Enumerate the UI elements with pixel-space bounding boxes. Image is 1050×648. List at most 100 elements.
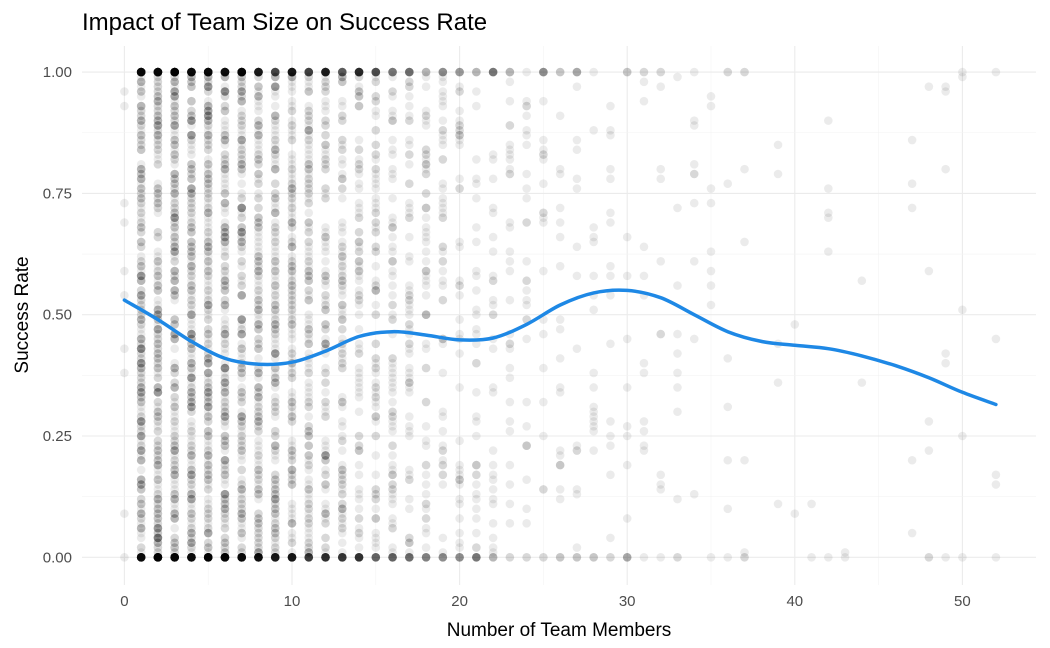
- data-point: [388, 514, 397, 523]
- data-point: [606, 553, 615, 562]
- data-point: [136, 523, 146, 533]
- data-point: [170, 441, 179, 451]
- data-point: [153, 72, 163, 82]
- data-point: [354, 145, 364, 155]
- data-point: [170, 553, 179, 562]
- data-point: [203, 368, 213, 378]
- data-point: [170, 402, 179, 412]
- data-point: [170, 470, 179, 480]
- data-point: [136, 164, 146, 174]
- y-tick-label: 1.00: [43, 64, 72, 81]
- data-point: [187, 553, 196, 562]
- data-point: [153, 519, 163, 528]
- data-point: [170, 553, 179, 562]
- data-point: [153, 388, 163, 397]
- data-point: [136, 276, 146, 286]
- data-point: [187, 470, 196, 480]
- data-point: [639, 368, 649, 378]
- data-point: [354, 324, 364, 334]
- data-point: [187, 67, 196, 77]
- data-point: [153, 533, 163, 543]
- data-point: [170, 436, 179, 446]
- data-point: [170, 140, 179, 150]
- data-point: [136, 553, 146, 562]
- data-point: [153, 266, 163, 276]
- data-point: [203, 339, 213, 349]
- data-point: [388, 67, 397, 77]
- data-point: [472, 286, 481, 295]
- data-point: [203, 354, 213, 363]
- data-point: [622, 67, 632, 77]
- data-point: [170, 320, 179, 329]
- data-point: [170, 286, 179, 295]
- data-point: [354, 368, 364, 378]
- data-point: [187, 276, 196, 286]
- data-point: [170, 67, 179, 77]
- data-point: [254, 485, 263, 494]
- data-point: [203, 82, 213, 91]
- data-point: [187, 261, 196, 271]
- data-point: [287, 155, 297, 164]
- data-point: [589, 426, 598, 436]
- data-point: [170, 213, 179, 222]
- data-point: [153, 261, 163, 271]
- data-point: [170, 77, 179, 87]
- data-point: [170, 72, 179, 82]
- data-point: [220, 92, 230, 101]
- data-point: [170, 223, 179, 232]
- data-point: [153, 504, 163, 514]
- data-point: [187, 300, 196, 310]
- data-point: [673, 368, 682, 378]
- data-point: [136, 485, 146, 494]
- data-point: [136, 553, 146, 562]
- data-point: [170, 553, 179, 562]
- data-point: [187, 407, 196, 417]
- data-point: [136, 295, 146, 305]
- data-point: [187, 111, 196, 121]
- data-point: [136, 519, 146, 528]
- data-point: [187, 349, 196, 358]
- data-point: [170, 92, 179, 101]
- data-point: [203, 528, 213, 538]
- data-point: [203, 553, 213, 562]
- data-point: [421, 237, 431, 247]
- data-point: [421, 397, 431, 407]
- data-point: [421, 247, 431, 256]
- data-point: [153, 485, 163, 494]
- data-point: [740, 164, 749, 174]
- data-point: [136, 553, 146, 562]
- data-point: [187, 198, 196, 208]
- data-point: [170, 315, 179, 324]
- data-point: [371, 223, 381, 232]
- data-point: [120, 509, 129, 518]
- data-point: [187, 465, 196, 475]
- data-point: [203, 67, 213, 77]
- data-point: [187, 67, 196, 77]
- data-point: [153, 407, 163, 417]
- data-point: [153, 121, 163, 130]
- data-point: [153, 553, 163, 562]
- data-point: [136, 67, 146, 77]
- data-point: [170, 67, 179, 77]
- data-point: [170, 232, 179, 242]
- data-point: [187, 310, 196, 320]
- data-point: [153, 455, 163, 465]
- data-point: [187, 509, 196, 518]
- data-point: [354, 460, 364, 470]
- data-point: [153, 553, 163, 562]
- data-point: [237, 203, 247, 213]
- data-point: [203, 368, 213, 378]
- data-point: [388, 266, 397, 276]
- data-point: [153, 67, 163, 77]
- data-point: [304, 164, 314, 174]
- data-point: [136, 397, 146, 407]
- data-point: [388, 87, 397, 96]
- data-point: [220, 295, 230, 305]
- data-point: [187, 130, 196, 140]
- data-point: [136, 388, 146, 397]
- data-point: [187, 465, 196, 475]
- data-point: [187, 67, 196, 77]
- data-point: [187, 223, 196, 232]
- data-point: [203, 179, 213, 188]
- data-point: [287, 436, 297, 446]
